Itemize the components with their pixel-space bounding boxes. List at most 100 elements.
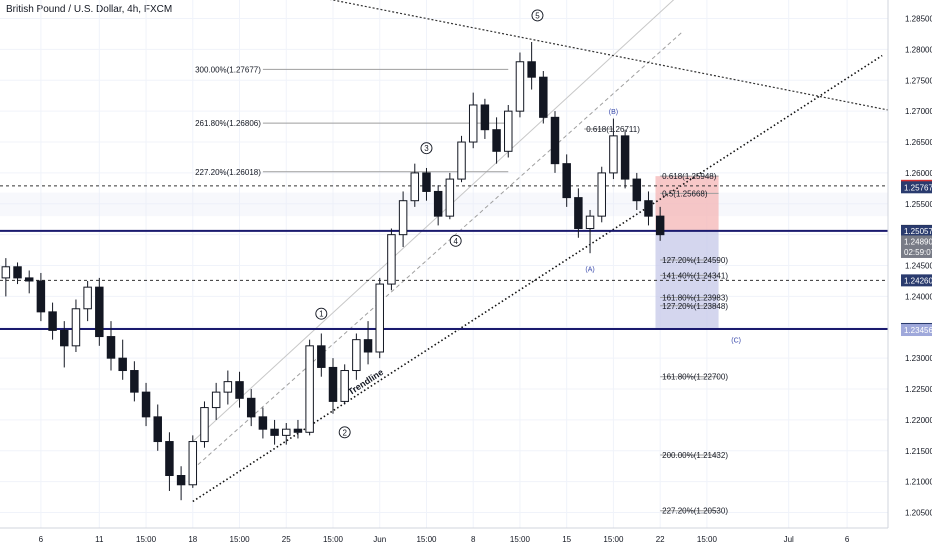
candle-body	[597, 172, 606, 217]
time-tick-label: 6	[39, 535, 44, 544]
candle-body	[83, 286, 92, 310]
candle-body	[433, 190, 443, 217]
wave-label-circle	[449, 234, 462, 247]
price-tag	[901, 324, 932, 337]
candle-body	[48, 311, 57, 331]
price-tag-label: 1.24890	[904, 237, 932, 246]
shaded-band	[0, 192, 888, 217]
price-tag	[901, 274, 932, 287]
price-tick-label: 1.24500	[905, 262, 932, 271]
candle-body	[153, 416, 162, 443]
price-tick-label: 1.22000	[905, 416, 932, 425]
price-tag	[901, 225, 932, 238]
price-tick-label: 1.21500	[905, 447, 932, 456]
price-tick-label: 1.27500	[905, 76, 932, 85]
candle-body	[317, 345, 326, 368]
price-tick-label: 1.22500	[905, 385, 932, 394]
target-level-label: 227.20%(1.20530)	[662, 507, 728, 516]
time-tick-label: 15:00	[510, 535, 531, 544]
wave-label: 5	[535, 11, 540, 20]
wave-label: 3	[424, 144, 429, 153]
candle-body	[165, 441, 174, 477]
fib-level-label: 300.00%(1.27677)	[195, 65, 261, 74]
time-tick-label: 18	[188, 535, 197, 544]
drawing-lines[interactable]: Trendline	[0, 0, 894, 503]
candle-body	[176, 475, 186, 486]
time-tick-label: 6	[845, 535, 850, 544]
time-tick-label: 15:00	[230, 535, 251, 544]
candle-body	[585, 215, 595, 229]
price-tag-label: 1.25057	[904, 227, 932, 236]
price-tick-label: 1.28500	[905, 15, 932, 24]
price-tick-label: 1.26500	[905, 138, 932, 147]
candle-body	[305, 345, 314, 433]
downtrend-line	[329, 0, 894, 112]
candle-body	[655, 215, 665, 236]
candle-body	[375, 283, 384, 353]
price-tag-label: 1.23456	[904, 326, 932, 335]
wave-label-circle	[315, 307, 328, 320]
wave-label: 4	[453, 237, 458, 246]
candle-body	[644, 200, 653, 217]
candle-body	[188, 441, 198, 486]
candle-body	[562, 163, 571, 199]
candle-body	[13, 266, 22, 279]
candle-body	[445, 178, 455, 217]
target-level-label: 127.20%(1.24590)	[662, 256, 728, 265]
candle-body	[270, 428, 279, 436]
wave-label: 2	[342, 428, 347, 437]
time-tick-label: 15:00	[697, 535, 718, 544]
candle-body	[24, 277, 34, 282]
candle-body	[60, 329, 69, 347]
candle-body	[223, 381, 233, 393]
price-tick-label: 1.24000	[905, 292, 932, 301]
time-axis[interactable]: 6 11 15:00 18 15:00 25 15:00 Jun 15:00 8 15:00 15 15…	[0, 527, 888, 544]
target-level-label: 161.80%(1.23983)	[662, 293, 728, 302]
target-level-label: 127.20%(1.23848)	[662, 302, 728, 311]
candle-body	[258, 416, 268, 430]
candle-body	[480, 104, 490, 131]
price-tag	[901, 235, 932, 248]
candle-body	[340, 370, 349, 402]
stop-loss-zone	[655, 176, 719, 231]
wave-label: (B)	[609, 109, 618, 116]
trendline	[192, 54, 883, 503]
wave-label: (A)	[585, 267, 594, 274]
grid	[0, 0, 888, 528]
candle-body	[620, 135, 630, 180]
candle-body	[387, 234, 396, 285]
fibonacci-levels[interactable]: 300.00%(1.27677) 261.80%(1.26806) 227.20%(…	[195, 65, 728, 515]
candle-body	[71, 308, 81, 347]
price-tag-label: 1.25767	[904, 183, 932, 192]
price-tick-label: 1.28000	[905, 45, 932, 54]
price-tag	[901, 181, 932, 194]
candle-body	[539, 76, 548, 118]
candle-body	[118, 357, 127, 372]
price-tag-label: 1.24260	[904, 276, 932, 285]
time-tick-label: 8	[471, 535, 476, 544]
candle-body	[468, 104, 478, 143]
candlesticks	[1, 41, 665, 501]
candle-body	[632, 178, 642, 202]
time-tick-label: Jul	[784, 535, 794, 544]
price-tick-label: 1.20500	[905, 509, 932, 518]
fib-level-label: 261.80%(1.26806)	[195, 119, 261, 128]
candle-body	[211, 391, 221, 409]
price-tick-label: 1.27000	[905, 107, 932, 116]
target-level-label: 161.80%(1.22700)	[662, 373, 728, 382]
price-tag-label: 02:59:07	[904, 248, 932, 257]
candle-body	[457, 141, 466, 180]
time-tick-label: 15	[562, 535, 571, 544]
candle-body	[36, 280, 46, 313]
candle-body	[95, 286, 104, 338]
candle-body	[1, 266, 11, 279]
candle-body	[422, 172, 431, 192]
wave-label: (C)	[731, 338, 741, 345]
price-tick-label: 1.26000	[905, 169, 932, 178]
candle-body	[492, 129, 501, 152]
time-tick-label: 15:00	[603, 535, 624, 544]
price-axis[interactable]: 1.28500 1.28000 1.27500 1.27000 1.26500 1.260…	[887, 0, 932, 550]
time-tick-label: 22	[656, 535, 665, 544]
time-tick-label: 15:00	[323, 535, 344, 544]
